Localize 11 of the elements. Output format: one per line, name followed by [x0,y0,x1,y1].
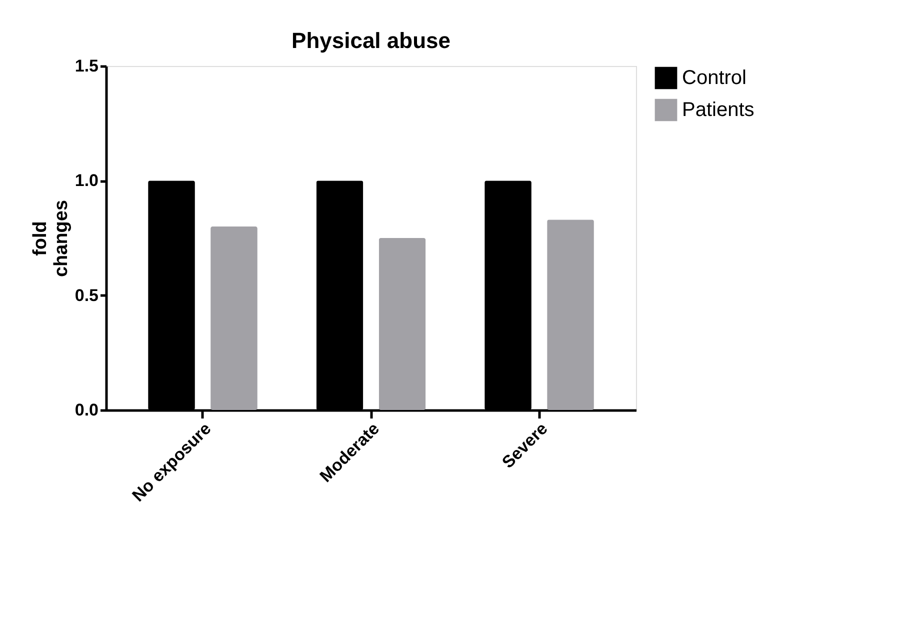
legend-label: Patients [682,99,754,121]
y-tick-label: 0.0 [74,400,98,420]
y-axis-title: fold changes [30,200,72,278]
bar [378,238,426,410]
y-tick-label: 0.5 [74,286,98,305]
y-tick-label: 1.5 [74,56,98,76]
legend-label: Control [682,67,746,89]
bar [547,220,594,410]
y-tick-label: 1.0 [74,171,98,190]
bar [210,226,258,410]
chart-title: Physical abuse [292,28,450,53]
